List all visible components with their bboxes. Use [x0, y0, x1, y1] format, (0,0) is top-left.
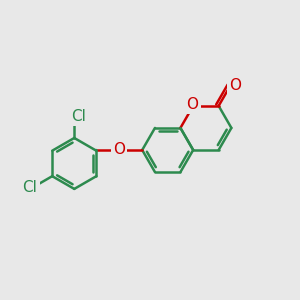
- Text: Cl: Cl: [22, 180, 38, 195]
- Text: O: O: [230, 79, 242, 94]
- Text: O: O: [187, 97, 199, 112]
- Text: Cl: Cl: [71, 109, 86, 124]
- Text: O: O: [113, 142, 125, 158]
